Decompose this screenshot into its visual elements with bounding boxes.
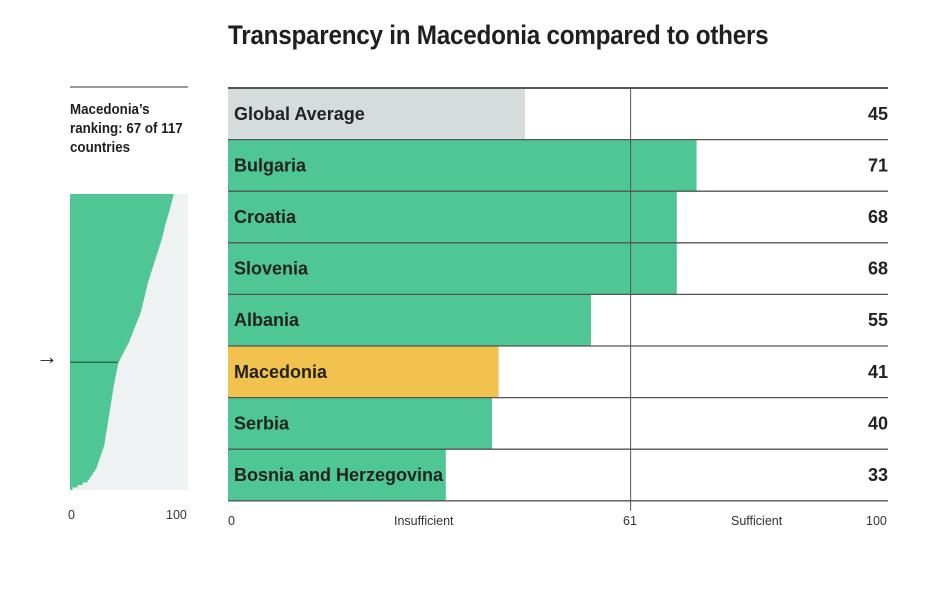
bar-value: 68 [868, 259, 888, 279]
bar-value: 68 [868, 207, 888, 227]
rank-x-tick-100: 100 [166, 508, 187, 522]
bar-value: 45 [868, 104, 888, 124]
bar-x-tick-insufficient: Insufficient [394, 514, 454, 528]
bar-value: 71 [868, 155, 888, 175]
ranking-caption: Macedonia’s ranking: 67 of 117 countries [70, 102, 183, 156]
bar-croatia [228, 191, 677, 243]
bar-global-average [228, 88, 525, 140]
rank-x-tick-0: 0 [68, 508, 75, 522]
bar-label: Macedonia [234, 362, 328, 382]
bar-x-tick-0: 0 [228, 514, 235, 528]
bar-bulgaria [228, 139, 697, 192]
bar-macedonia [228, 346, 499, 398]
bar-label: Croatia [234, 207, 297, 227]
arrow-right-icon: → [36, 344, 58, 369]
bar-bosnia-and-herzegovina [228, 449, 446, 501]
bar-serbia [228, 397, 492, 450]
bar-value: 33 [868, 465, 888, 485]
bar-value: 41 [868, 362, 888, 382]
bar-label: Slovenia [234, 259, 309, 279]
bar-value: 40 [868, 413, 888, 433]
bar-label: Global Average [234, 104, 365, 124]
bar-x-tick-threshold: 61 [623, 514, 637, 528]
bar-x-tick-100: 100 [866, 514, 887, 528]
bar-slovenia [228, 242, 677, 295]
chart-title: Transparency in Macedonia compared to ot… [228, 20, 769, 50]
ranking-distribution-area [70, 194, 174, 490]
bar-label: Serbia [234, 413, 290, 433]
bar-albania [228, 294, 591, 346]
bar-label: Bulgaria [234, 155, 307, 175]
bar-value: 55 [868, 310, 888, 330]
bar-x-tick-sufficient: Sufficient [731, 514, 783, 528]
bar-label: Bosnia and Herzegovina [234, 465, 444, 485]
ranking-top-rule [70, 86, 188, 88]
bar-label: Albania [234, 310, 300, 330]
